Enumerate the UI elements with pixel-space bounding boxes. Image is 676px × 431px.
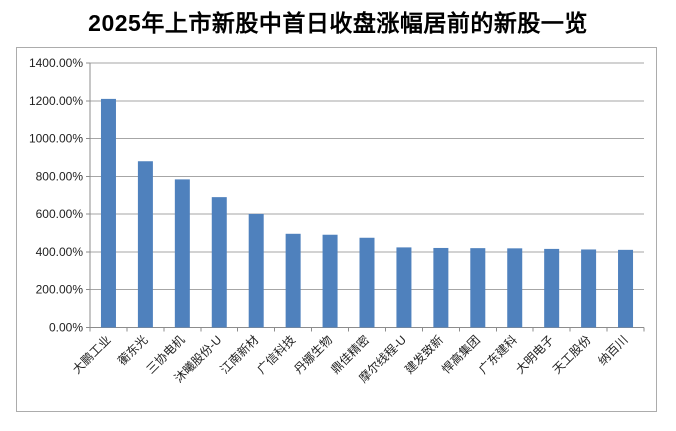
bar-江南新材 — [248, 213, 264, 328]
bar-悍高集团 — [470, 248, 486, 328]
y-axis-tick-label: 1400.00% — [29, 56, 83, 70]
bar-摩尔线程-U — [396, 247, 412, 328]
x-axis-category-label: 天工股份 — [550, 333, 594, 377]
bar-三协电机 — [174, 179, 190, 328]
y-axis-tick-label: 0.00% — [49, 321, 83, 335]
x-axis-category-label: 丹娜生物 — [291, 333, 335, 377]
bar-沐曦股份-U — [211, 197, 227, 328]
y-axis-tick-label: 1200.00% — [29, 94, 83, 108]
y-axis-tick-label: 1000.00% — [29, 132, 83, 146]
y-axis-tick-label: 200.00% — [36, 283, 84, 297]
x-axis-category-label: 纳百川 — [595, 333, 630, 368]
y-axis-tick-label: 800.00% — [36, 169, 84, 183]
x-axis-category-label: 广信科技 — [254, 333, 298, 377]
bar-丹娜生物 — [322, 234, 338, 328]
bar-chart-plot: 0.00% 200.00% 400.00% 600.00% 800.00% 1000.00… — [29, 56, 645, 386]
x-axis-category-label: 悍高集团 — [438, 332, 483, 377]
bar-蘅东光 — [137, 161, 153, 328]
bar-纳百川 — [618, 249, 634, 328]
x-axis-category-label: 江南新材 — [217, 332, 262, 377]
x-axis-category-label: 广东建科 — [476, 333, 520, 377]
x-axis-category-label: 蘅东光 — [115, 333, 150, 368]
x-axis-category-label: 大明电子 — [513, 333, 557, 377]
bar-广信科技 — [285, 233, 301, 328]
bar-建发致新 — [433, 247, 449, 328]
chart-title: 2025年上市新股中首日收盘涨幅居前的新股一览 — [88, 10, 588, 36]
bar-广东建科 — [507, 248, 523, 328]
bar-天工股份 — [581, 249, 597, 328]
bar-鼎佳精密 — [359, 237, 375, 328]
x-axis-category-label: 大鹏工业 — [70, 333, 114, 377]
x-axis-category-label: 建发致新 — [401, 332, 446, 377]
y-axis-tick-label: 400.00% — [36, 245, 84, 259]
bar-大鹏工业 — [100, 98, 116, 328]
y-axis-tick-label: 600.00% — [36, 207, 84, 221]
bar-大明电子 — [544, 248, 560, 328]
chart-area: 0.00% 200.00% 400.00% 600.00% 800.00% 1000.00… — [16, 47, 657, 412]
